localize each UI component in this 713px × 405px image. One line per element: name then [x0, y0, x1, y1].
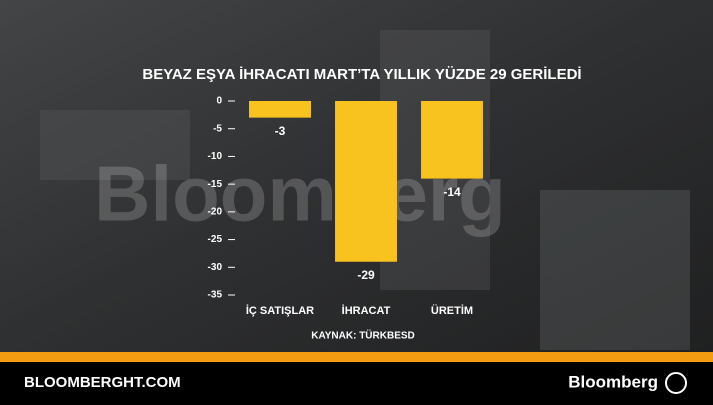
y-tick-label: -10 [208, 151, 223, 162]
bar [249, 101, 311, 118]
chart-title: BEYAZ EŞYA İHRACATI MART’TA YILLIK YÜZDE… [142, 66, 581, 83]
x-tick-label: İÇ SATIŞLAR [246, 304, 314, 317]
value-label: -3 [275, 124, 286, 138]
stripe [0, 352, 713, 362]
chart: Bloomberg BEYAZ EŞYA İHRACATI MART’TA YI… [0, 0, 713, 405]
bar [421, 101, 483, 179]
y-tick-label: -30 [208, 262, 223, 273]
y-tick-label: -35 [208, 290, 223, 301]
value-label: -29 [357, 268, 375, 282]
y-tick-label: -25 [208, 234, 223, 245]
x-tick-label: ÜRETİM [431, 304, 473, 317]
bar [335, 101, 397, 262]
footer-site: BLOOMBERGHT.COM [24, 374, 181, 391]
y-tick-label: -20 [208, 206, 223, 217]
y-tick-label: -15 [208, 179, 223, 190]
x-tick-label: İHRACAT [342, 304, 391, 317]
y-tick-label: 0 [216, 96, 222, 107]
value-label: -14 [443, 185, 461, 199]
y-tick-label: -5 [213, 123, 222, 134]
footer-brand: Bloomberg [568, 372, 658, 391]
source: KAYNAK: TÜRKBESD [311, 329, 415, 342]
page: Bloomberg BEYAZ EŞYA İHRACATI MART’TA YI… [0, 0, 713, 405]
